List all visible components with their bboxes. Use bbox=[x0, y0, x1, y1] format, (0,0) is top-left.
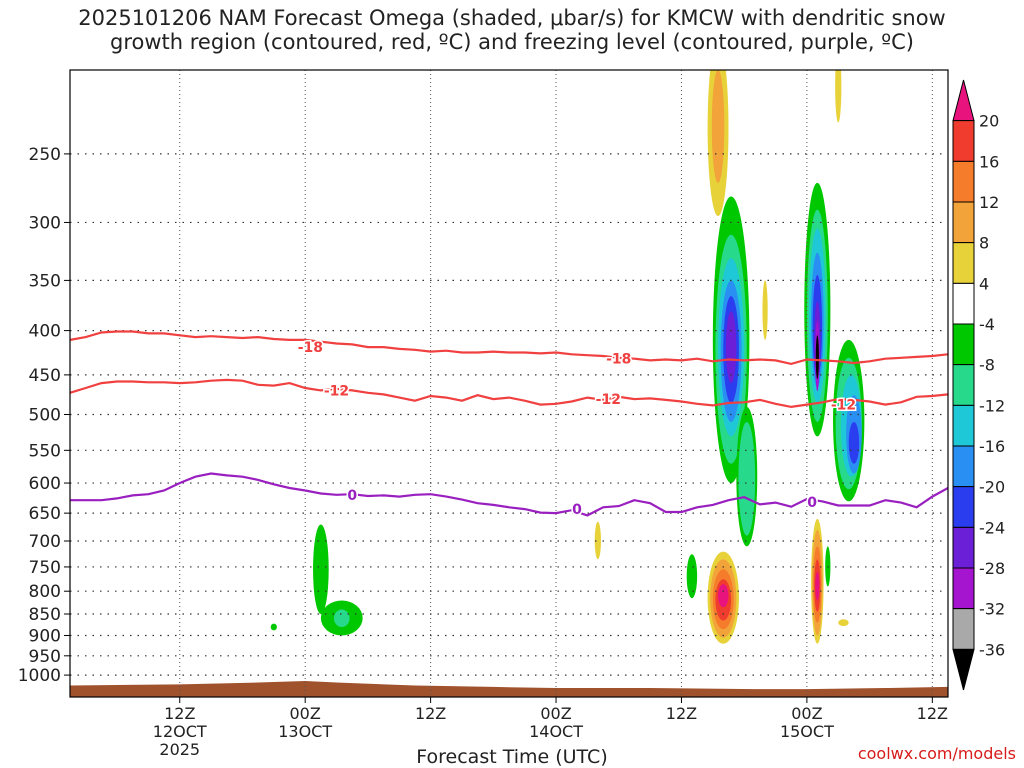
omega-blob-10 bbox=[738, 421, 756, 536]
contour--18-0 bbox=[70, 330, 948, 366]
contour-label-3: -12 bbox=[596, 392, 621, 408]
colorbar-label-5: -4 bbox=[979, 315, 995, 334]
y-tick-label-600: 600 bbox=[29, 474, 61, 494]
x-tick-label-0: 12Z bbox=[164, 704, 195, 723]
y-tick-label-450: 450 bbox=[29, 366, 61, 386]
watermark: coolwx.com/models bbox=[857, 744, 1016, 763]
omega-blob-1 bbox=[711, 70, 725, 183]
colorbar-swatch-8 bbox=[952, 404, 975, 447]
colorbar-label-10: -24 bbox=[979, 518, 1005, 537]
contour-label-6: 0 bbox=[572, 502, 582, 518]
colorbar-label-9: -20 bbox=[979, 478, 1005, 497]
colorbar-swatch-4 bbox=[952, 242, 975, 284]
omega-blob-23 bbox=[848, 421, 860, 464]
colorbar-swatch-2 bbox=[952, 160, 975, 203]
x-tick-year-0: 2025 bbox=[159, 740, 200, 759]
y-tick-label-900: 900 bbox=[29, 626, 61, 646]
colorbar-swatch-3 bbox=[952, 201, 975, 244]
contour-0-2 bbox=[70, 472, 948, 517]
colorbar-swatch-5 bbox=[952, 282, 975, 325]
y-tick-label-500: 500 bbox=[29, 405, 61, 425]
omega-blob-41 bbox=[838, 619, 849, 627]
omega-blob-28 bbox=[270, 623, 277, 631]
y-tick-label-300: 300 bbox=[29, 213, 61, 233]
x-tick-label-72: 00Z bbox=[540, 704, 571, 723]
colorbar-swatch-13 bbox=[952, 608, 975, 650]
omega-blob-8 bbox=[725, 311, 737, 384]
omega-blob-18 bbox=[815, 335, 819, 380]
omega-blob-39 bbox=[815, 571, 820, 601]
x-tick-date-24: 13OCT bbox=[278, 722, 332, 741]
x-tick-label-120: 00Z bbox=[791, 704, 822, 723]
x-tick-label-96: 12Z bbox=[666, 704, 697, 723]
plot-frame bbox=[69, 69, 949, 698]
x-tick-label-48: 12Z bbox=[415, 704, 446, 723]
omega-blob-2 bbox=[835, 70, 842, 123]
x-tick-date-120: 15OCT bbox=[780, 722, 834, 741]
colorbar-label-13: -36 bbox=[979, 640, 1005, 659]
contour-label-5: 0 bbox=[347, 488, 357, 504]
colorbar-swatch-1 bbox=[952, 120, 975, 162]
colorbar-swatch-12 bbox=[952, 567, 975, 610]
y-tick-label-250: 250 bbox=[29, 145, 61, 165]
plot-area: -18 -18 -12 -12 -12 0 0 0 bbox=[70, 70, 948, 697]
colorbar-label-12: -32 bbox=[979, 600, 1005, 619]
omega-blob-34 bbox=[718, 584, 729, 608]
y-tick-label-400: 400 bbox=[29, 322, 61, 342]
y-tick-label-350: 350 bbox=[29, 271, 61, 291]
contour-label-0: -18 bbox=[298, 340, 323, 356]
colorbar-label-2: 12 bbox=[979, 193, 999, 212]
y-tick-label-800: 800 bbox=[29, 582, 61, 602]
contour-label-4: -12 bbox=[831, 398, 856, 414]
contour-label-1: -18 bbox=[606, 352, 631, 368]
contour-label-7: 0 bbox=[807, 495, 817, 511]
colorbar-label-3: 8 bbox=[979, 234, 989, 253]
y-tick-label-950: 950 bbox=[29, 647, 61, 667]
y-tick-label-700: 700 bbox=[29, 532, 61, 552]
colorbar-swatch-11 bbox=[952, 526, 975, 569]
colorbar-swatch-14 bbox=[952, 648, 975, 691]
y-tick-label-650: 650 bbox=[29, 504, 61, 524]
x-tick-label-24: 00Z bbox=[290, 704, 321, 723]
contour--12-1 bbox=[70, 378, 948, 409]
x-tick-date-72: 14OCT bbox=[529, 722, 583, 741]
x-axis-label: Forecast Time (UTC) bbox=[416, 746, 608, 768]
colorbar-swatch-10 bbox=[952, 486, 975, 528]
colorbar-swatch-7 bbox=[952, 364, 975, 406]
y-tick-label-550: 550 bbox=[29, 441, 61, 461]
colorbar-swatch-0 bbox=[952, 79, 975, 122]
x-tick-date-0: 12OCT bbox=[153, 722, 207, 741]
colorbar-swatch-9 bbox=[952, 445, 975, 488]
colorbar-label-6: -8 bbox=[979, 356, 995, 375]
colorbar-swatch-6 bbox=[952, 323, 975, 366]
x-tick-label-144: 12Z bbox=[917, 704, 948, 723]
colorbar-label-0: 20 bbox=[979, 112, 999, 131]
omega-blob-27 bbox=[686, 554, 698, 599]
colorbar-label-8: -16 bbox=[979, 437, 1005, 456]
colorbar-label-11: -28 bbox=[979, 559, 1005, 578]
omega-blob-24 bbox=[313, 524, 329, 614]
y-tick-label-1000: 1000 bbox=[18, 666, 61, 686]
omega-blob-29 bbox=[594, 521, 601, 560]
terrain bbox=[70, 681, 948, 697]
colorbar: 20 16 12 8 4 -4 -8 -12 -16 -20 -24 -28 -32 -36 bbox=[952, 79, 1005, 691]
chart-title: 2025101206 NAM Forecast Omega (shaded, μ… bbox=[78, 6, 946, 54]
contour-label-2: -12 bbox=[324, 383, 349, 399]
omega-blob-26 bbox=[333, 609, 350, 628]
colorbar-label-1: 16 bbox=[979, 152, 999, 171]
colorbar-label-4: 4 bbox=[979, 274, 989, 293]
y-tick-label-750: 750 bbox=[29, 558, 61, 578]
omega-blob-42 bbox=[762, 280, 768, 340]
y-tick-label-850: 850 bbox=[29, 605, 61, 625]
colorbar-label-7: -12 bbox=[979, 396, 1005, 415]
